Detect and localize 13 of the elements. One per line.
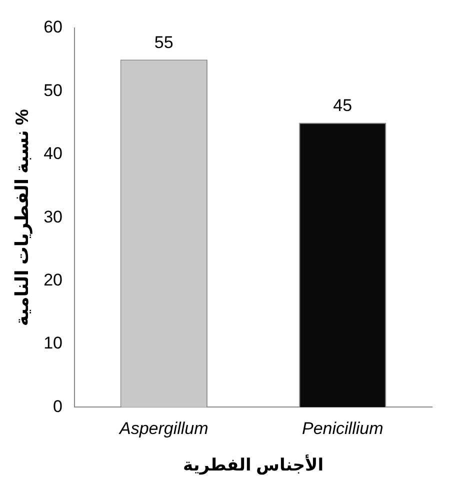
- y-tick-label: 60: [44, 18, 63, 37]
- data-label: 45: [333, 96, 352, 115]
- y-tick-label: 40: [44, 144, 63, 164]
- y-tick-label: 20: [44, 270, 63, 290]
- y-tick-label: 10: [44, 334, 63, 353]
- y-tick-label: 0: [53, 396, 63, 416]
- y-tick-label: 30: [44, 207, 63, 226]
- data-label: 55: [154, 32, 174, 52]
- x-tick-label: Penicillium: [302, 419, 384, 438]
- x-tick-label: Aspergillum: [118, 419, 208, 438]
- y-axis-title: نسبة الفطريات النامية %: [12, 109, 33, 326]
- y-tick-label: 50: [44, 80, 63, 100]
- x-axis-title: الأجناس الفطرية: [182, 453, 324, 476]
